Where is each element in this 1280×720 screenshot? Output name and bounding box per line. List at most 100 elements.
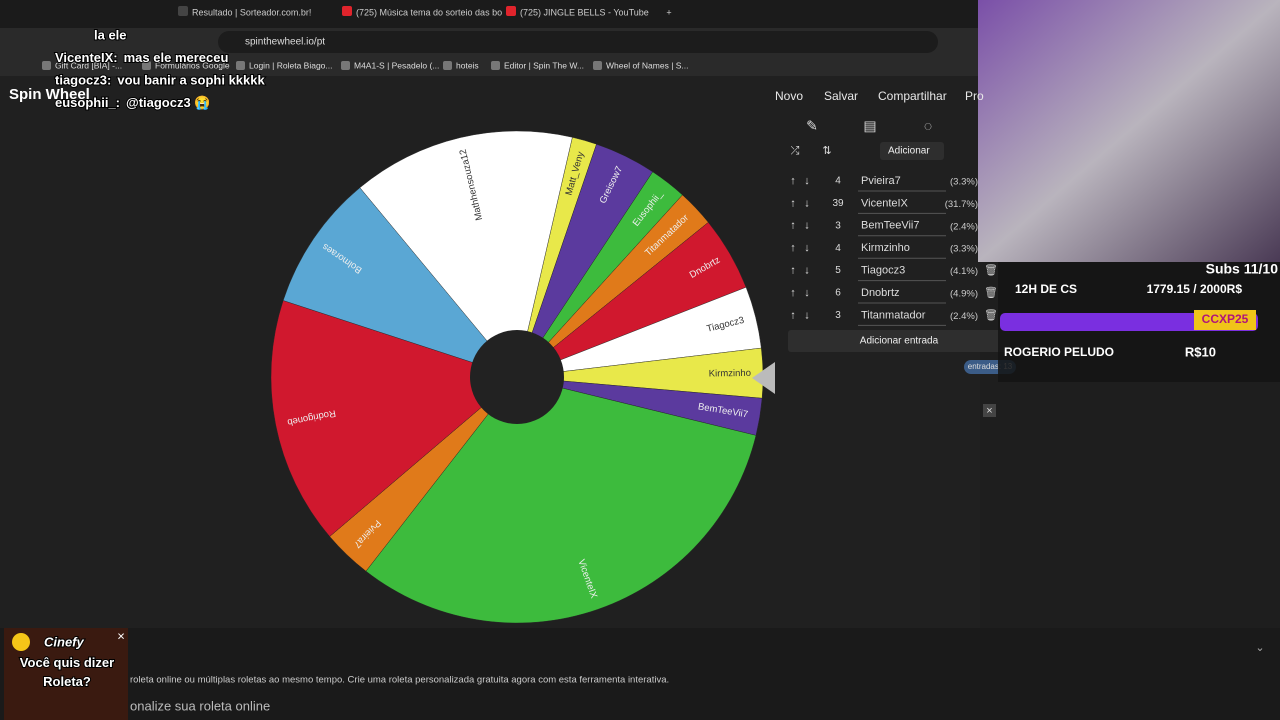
address-bar[interactable] bbox=[218, 31, 938, 53]
chat-user: tiagocz3: bbox=[55, 72, 111, 87]
move-up[interactable]: ↑ bbox=[790, 197, 796, 209]
chat-message: vou banir a sophi kkkkk bbox=[117, 72, 265, 87]
bookmark[interactable]: Login | Roleta Biago... bbox=[249, 60, 333, 70]
entry-weight[interactable]: 4 bbox=[835, 243, 841, 254]
chat-message: la ele bbox=[94, 27, 127, 42]
bookmark[interactable]: Editor | Spin The W... bbox=[504, 60, 584, 70]
sponsor: CCXP25 bbox=[1202, 312, 1249, 326]
toolbar-item[interactable]: Novo bbox=[775, 89, 803, 103]
entry-weight[interactable]: 3 bbox=[835, 220, 841, 231]
move-up[interactable]: ↑ bbox=[790, 175, 796, 187]
bookmark[interactable]: Wheel of Names | S... bbox=[606, 60, 689, 70]
entry-weight[interactable]: 4 bbox=[835, 176, 841, 187]
move-up[interactable]: ↑ bbox=[790, 287, 796, 299]
entry-name[interactable]: VicenteIX bbox=[861, 197, 909, 209]
tab-title[interactable]: Resultado | Sorteador.com.br! bbox=[192, 7, 311, 17]
bookmark-icon bbox=[341, 61, 350, 70]
shuffle-icon[interactable]: ⤮ bbox=[791, 145, 800, 157]
tab[interactable] bbox=[506, 6, 516, 16]
entry-weight[interactable]: 5 bbox=[835, 265, 841, 276]
close-box[interactable] bbox=[983, 404, 996, 417]
add-entry-button[interactable] bbox=[788, 330, 1010, 352]
bookmark-icon bbox=[236, 61, 245, 70]
move-up[interactable]: ↑ bbox=[790, 265, 796, 277]
donation: R$10 bbox=[1185, 344, 1216, 359]
toolbar-item[interactable]: Salvar bbox=[824, 89, 858, 103]
hide-icon[interactable]: ◌ bbox=[924, 118, 932, 134]
move-down[interactable]: ↓ bbox=[804, 287, 810, 299]
entry-name[interactable]: BemTeeVii7 bbox=[861, 220, 920, 232]
new-tab[interactable]: + bbox=[666, 7, 671, 17]
goal-title: 12H DE CS bbox=[1015, 282, 1077, 296]
move-down[interactable]: ↓ bbox=[804, 175, 810, 187]
list-icon[interactable]: ▤ bbox=[863, 118, 876, 134]
close-icon[interactable]: × bbox=[986, 405, 992, 417]
entry-share: (31.7%) bbox=[945, 199, 978, 210]
bookmark-icon bbox=[593, 61, 602, 70]
ad-logo bbox=[12, 633, 30, 651]
tab-title[interactable]: (725) JINGLE BELLS - YouTube bbox=[520, 7, 649, 17]
delete-icon[interactable]: 🗑 bbox=[984, 286, 998, 299]
entry-share: (2.4%) bbox=[950, 221, 978, 232]
toolbar-item[interactable]: Compartilhar bbox=[878, 89, 947, 103]
tab[interactable] bbox=[178, 6, 188, 16]
ad-text: Você quis dizer Roleta? bbox=[20, 655, 114, 689]
entry-share: (2.4%) bbox=[950, 311, 978, 322]
move-down[interactable]: ↓ bbox=[804, 242, 810, 254]
bookmark[interactable]: M4A1-S | Pesadelo (... bbox=[354, 60, 439, 70]
entry-weight[interactable]: 39 bbox=[832, 198, 844, 209]
bookmark-icon bbox=[142, 61, 151, 70]
entry-name[interactable]: Pvieira7 bbox=[861, 175, 901, 187]
wheel-segment[interactable] bbox=[359, 130, 573, 378]
ad-close[interactable]: × bbox=[117, 628, 125, 643]
edit-icon[interactable]: ✎ bbox=[806, 118, 818, 134]
entry-weight[interactable]: 6 bbox=[835, 288, 841, 299]
move-up[interactable]: ↑ bbox=[790, 220, 796, 232]
move-down[interactable]: ↓ bbox=[804, 220, 810, 232]
wheel[interactable]: Matt_Veny Greisow7Eusophii_TitanmatadorDn… bbox=[270, 130, 764, 624]
move-down[interactable]: ↓ bbox=[804, 197, 810, 209]
entry-weight[interactable]: 3 bbox=[835, 310, 841, 321]
bookmark-icon bbox=[42, 61, 51, 70]
sort-icon[interactable]: ⇅ bbox=[822, 145, 831, 157]
bookmark[interactable]: Gift Card [BIA] -... bbox=[55, 60, 122, 70]
chat-message: mas ele mereceu bbox=[124, 50, 229, 65]
wheel-segment[interactable] bbox=[365, 376, 757, 624]
move-down[interactable]: ↓ bbox=[804, 309, 810, 321]
bookmark[interactable]: Formulários Google bbox=[155, 60, 230, 70]
entry-name[interactable]: Dnobrtz bbox=[861, 287, 900, 299]
move-up[interactable]: ↑ bbox=[790, 242, 796, 254]
add-button[interactable] bbox=[880, 142, 944, 160]
chat-message: @tiagocz3 😭 bbox=[126, 95, 211, 110]
chevron[interactable]: ⌄ bbox=[1255, 642, 1264, 654]
add-button-label[interactable]: Adicionar bbox=[888, 146, 930, 157]
add-entry-label[interactable]: Adicionar entrada bbox=[860, 336, 939, 347]
entry-name[interactable]: Titanmatador bbox=[861, 309, 926, 321]
goal-bar bbox=[1000, 313, 1258, 331]
address[interactable]: spinthewheel.io/pt bbox=[245, 37, 325, 48]
wheel-segment[interactable] bbox=[282, 187, 518, 378]
move-up[interactable]: ↑ bbox=[790, 309, 796, 321]
chat-user: eusophii_: bbox=[55, 95, 120, 110]
move-down[interactable]: ↓ bbox=[804, 265, 810, 277]
bookmark[interactable]: hoteis bbox=[456, 60, 479, 70]
wheel-hub[interactable] bbox=[470, 330, 564, 424]
delete-icon[interactable]: 🗑 bbox=[984, 308, 998, 321]
entry-name[interactable]: Kirmzinho bbox=[861, 242, 910, 254]
tab-title[interactable]: (725) Música tema do sorteio das bo bbox=[356, 7, 502, 17]
subs: Subs 11/10 bbox=[1206, 261, 1279, 277]
wheel-label: Kirmzinho bbox=[709, 368, 751, 380]
ad-brand: Cinefy bbox=[44, 634, 85, 649]
wheel-segment[interactable] bbox=[270, 300, 518, 537]
tab[interactable] bbox=[342, 6, 352, 16]
delete-icon[interactable]: 🗑 bbox=[984, 264, 998, 277]
donor: ROGERIO PELUDO bbox=[1004, 345, 1114, 359]
toolbar-item[interactable]: Pro bbox=[965, 89, 984, 103]
entry-name[interactable]: Tiagocz3 bbox=[861, 265, 905, 277]
chat-user: VicenteIX: bbox=[55, 50, 118, 65]
footer-text: roleta online ou múltiplas roletas ao me… bbox=[130, 675, 669, 686]
bookmark-icon bbox=[443, 61, 452, 70]
sponsor-badge bbox=[1194, 310, 1256, 330]
webcam bbox=[978, 0, 1280, 262]
